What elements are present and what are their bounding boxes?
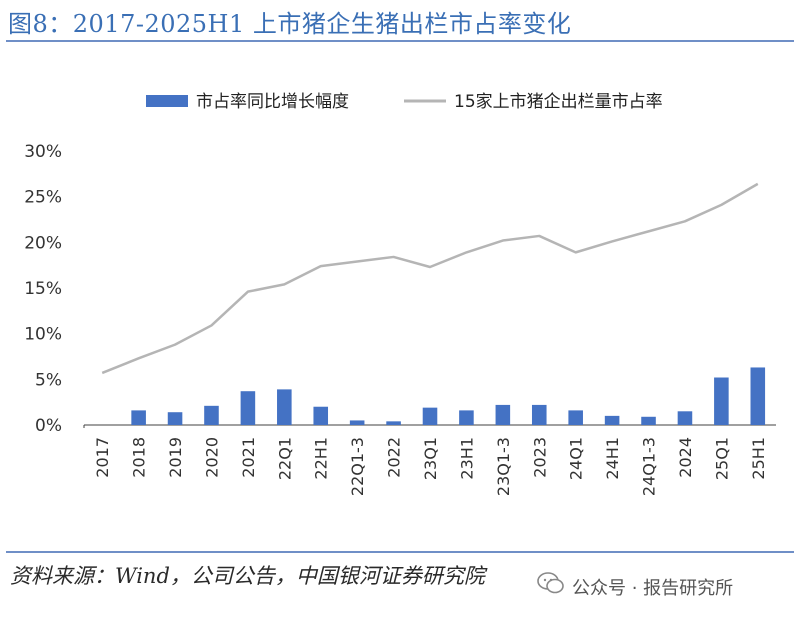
x-tick-label: 24Q1 [567,437,586,480]
bar [204,405,219,425]
bar [131,410,146,425]
y-tick-label: 30% [24,142,62,162]
bar [240,391,256,425]
y-axis: 0% 5% 10% 15% 20% 25% 30% [24,142,62,436]
x-tick-label: 2023 [530,437,549,478]
x-tick-label: 2021 [239,437,258,478]
x-tick-label: 2024 [676,437,695,478]
chart: 市占率同比增长幅度 15家上市猪企出栏量市占率 0% 5% 10% 15% 20% 25%… [24,92,776,496]
legend-line-label: 15家上市猪企出栏量市占率 [454,92,663,112]
bar [277,389,292,425]
x-tick-label: 22H1 [312,437,331,480]
x-tick-label: 23Q1 [421,437,440,480]
x-tick-label: 22Q1 [275,437,294,480]
x-axis: 2017 2018 2019 2020 2021 22Q1 22H1 22Q1-3 2022 23… [83,424,776,496]
y-tick-label: 15% [24,279,62,299]
legend-bar-label: 市占率同比增长幅度 [196,92,349,112]
x-tick-label: 23Q1-3 [494,437,513,496]
x-tick-label: 2018 [130,437,149,478]
y-tick-label: 5% [35,370,62,390]
line-path [101,182,759,375]
x-tick-label: 2017 [93,437,112,478]
legend: 市占率同比增长幅度 15家上市猪企出栏量市占率 [146,92,663,112]
bar [750,367,766,425]
y-tick-label: 25% [24,188,62,208]
bar [604,415,620,425]
x-tick-label: 25Q1 [712,437,731,480]
bar [459,410,474,425]
wechat-icon [537,572,564,594]
x-tick-label: 23H1 [457,437,476,480]
bar [386,421,401,425]
title-bar: 图8：2017-2025H1 上市猪企生猪出栏市占率变化 [0,0,800,44]
bar [531,404,547,425]
bar [349,420,365,425]
watermark-text: 公众号 · 报告研究所 [572,578,734,599]
y-tick-label: 10% [24,325,62,345]
bar [422,407,438,425]
bar [677,411,693,425]
bar [167,412,183,425]
bar [313,406,329,425]
bar [568,410,583,425]
chart-title: 图8：2017-2025H1 上市猪企生猪出栏市占率变化 [8,10,572,38]
y-tick-label: 0% [35,416,62,436]
x-tick-label: 24H1 [603,437,622,480]
bar [641,416,656,425]
legend-bar-swatch [146,95,188,107]
x-tick-label: 2019 [166,437,185,478]
line-series [101,182,759,375]
bar [714,377,729,425]
x-tick-label: 25H1 [749,437,768,480]
bar-series [131,367,766,425]
source-divider [6,551,794,553]
y-tick-label: 20% [24,233,62,253]
x-tick-label: 22Q1-3 [348,437,367,496]
title-divider [6,40,794,42]
bar [495,404,511,425]
x-tick-label: 2020 [202,437,221,478]
source-note: 资料来源：Wind，公司公告，中国银河证券研究院 [10,564,485,588]
x-tick-label: 24Q1-3 [640,437,659,496]
x-tick-label: 2022 [385,437,404,478]
